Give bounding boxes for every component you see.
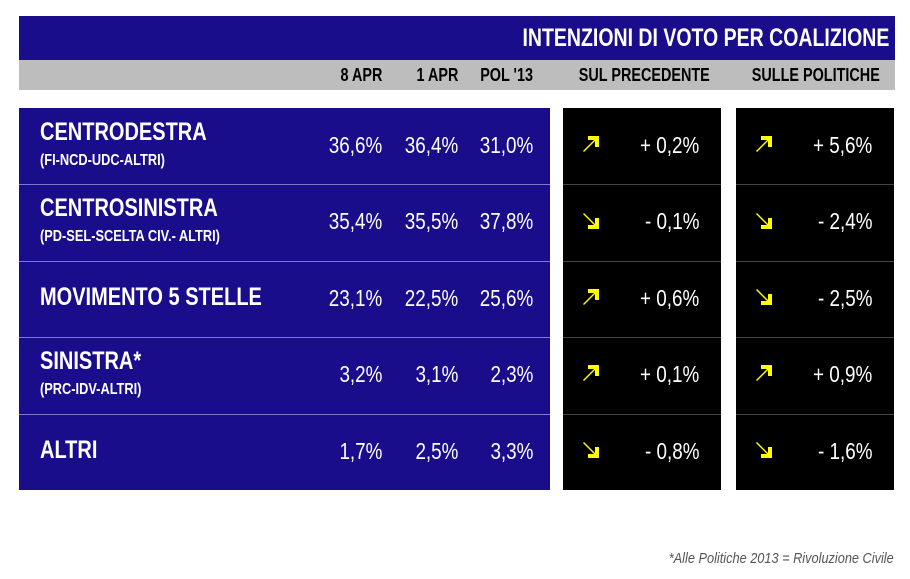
change-value: - 0,8% [644, 437, 699, 464]
footnote: *Alle Politiche 2013 = Rivoluzione Civil… [668, 550, 894, 567]
party-subtitle: (PRC-IDV-ALTRI) [40, 381, 142, 399]
value-cell: 23,1% [328, 284, 382, 311]
arrow-down-icon [583, 212, 599, 229]
table-row: CENTRODESTRA (FI-NCD-UDC-ALTRI) 36,6% 36,4%… [19, 108, 550, 184]
arrow-down-icon [756, 441, 772, 458]
column-header-bar: 8 APR 1 APR POL '13 SUL PRECEDENTE SULLE… [19, 60, 895, 90]
column-header-1-apr: 1 APR [416, 65, 458, 85]
arrow-up-icon [756, 365, 772, 382]
value-cell: 2,5% [415, 437, 458, 464]
change-value: - 2,5% [817, 284, 872, 311]
value-cell: 3,1% [415, 361, 458, 388]
value-cell: 31,0% [479, 132, 533, 158]
change-vs-previous-panel: + 0,2% - 0,1% + 0,6% + 0,1% - 0,8% [563, 108, 721, 490]
party-subtitle: (PD-SEL-SCELTA CIV.- ALTRI) [40, 228, 220, 246]
value-cell: 1,7% [339, 437, 382, 464]
row-separator [19, 184, 550, 186]
row-separator [19, 337, 550, 339]
column-header-8-apr: 8 APR [340, 65, 382, 85]
column-header-sulle-politiche: SULLE POLITICHE [751, 65, 880, 85]
table-row: SINISTRA* (PRC-IDV-ALTRI) 3,2% 3,1% 2,3% [19, 337, 550, 413]
arrow-up-icon [756, 136, 772, 153]
change-value: + 0,1% [639, 361, 699, 388]
value-cell: 36,6% [328, 132, 382, 158]
change-value: + 0,6% [639, 284, 699, 311]
change-value: + 0,9% [812, 361, 872, 388]
party-subtitle: (FI-NCD-UDC-ALTRI) [40, 152, 165, 169]
change-value: - 0,1% [644, 208, 699, 235]
change-vs-elections-panel: + 5,6% - 2,4% - 2,5% + 0,9% - 1,6% [736, 108, 894, 490]
row-separator [563, 260, 721, 262]
row-separator [563, 337, 721, 339]
change-cell: - 0,8% [563, 414, 721, 490]
change-cell: - 1,6% [736, 414, 894, 490]
column-header-sul-precedente: SUL PRECEDENTE [578, 65, 710, 85]
row-separator [19, 413, 550, 415]
change-cell: + 5,6% [736, 108, 894, 184]
row-separator [563, 413, 721, 415]
chart-title: INTENZIONI DI VOTO PER COALIZIONE [522, 24, 889, 52]
value-cell: 36,4% [404, 132, 458, 158]
value-cell: 35,5% [404, 208, 458, 235]
arrow-down-icon [756, 212, 772, 229]
table-row: CENTROSINISTRA (PD-SEL-SCELTA CIV.- ALTRI… [19, 184, 550, 260]
value-cell: 35,4% [328, 208, 382, 235]
change-cell: + 0,6% [563, 261, 721, 337]
change-value: + 0,2% [639, 132, 699, 158]
party-name: ALTRI [40, 435, 98, 464]
row-separator [736, 413, 894, 415]
party-values-panel: CENTRODESTRA (FI-NCD-UDC-ALTRI) 36,6% 36,4%… [19, 108, 550, 490]
chart-title-bar: INTENZIONI DI VOTO PER COALIZIONE [19, 16, 895, 60]
party-name: CENTRODESTRA [40, 118, 207, 146]
value-cell: 37,8% [479, 208, 533, 235]
value-cell: 3,2% [339, 361, 382, 388]
column-header-pol-13: POL '13 [480, 65, 533, 85]
row-separator [736, 260, 894, 262]
change-cell: - 0,1% [563, 184, 721, 260]
arrow-up-icon [583, 288, 599, 305]
table-row: MOVIMENTO 5 STELLE 23,1% 22,5% 25,6% [19, 261, 550, 337]
table-row: ALTRI 1,7% 2,5% 3,3% [19, 414, 550, 490]
arrow-up-icon [583, 136, 599, 153]
value-cell: 3,3% [490, 437, 533, 464]
change-cell: - 2,5% [736, 261, 894, 337]
change-cell: - 2,4% [736, 184, 894, 260]
change-cell: + 0,1% [563, 337, 721, 413]
change-cell: + 0,9% [736, 337, 894, 413]
arrow-down-icon [756, 288, 772, 305]
value-cell: 25,6% [479, 284, 533, 311]
value-cell: 22,5% [404, 284, 458, 311]
row-separator [736, 184, 894, 186]
change-value: + 5,6% [812, 132, 872, 158]
value-cell: 2,3% [490, 361, 533, 388]
party-name: SINISTRA* [40, 347, 142, 376]
change-cell: + 0,2% [563, 108, 721, 184]
row-separator [19, 260, 550, 262]
party-name: CENTROSINISTRA [40, 194, 218, 223]
party-name: MOVIMENTO 5 STELLE [40, 282, 262, 311]
row-separator [736, 337, 894, 339]
change-value: - 1,6% [817, 437, 872, 464]
change-value: - 2,4% [817, 208, 872, 235]
arrow-up-icon [583, 365, 599, 382]
arrow-down-icon [583, 441, 599, 458]
row-separator [563, 184, 721, 186]
